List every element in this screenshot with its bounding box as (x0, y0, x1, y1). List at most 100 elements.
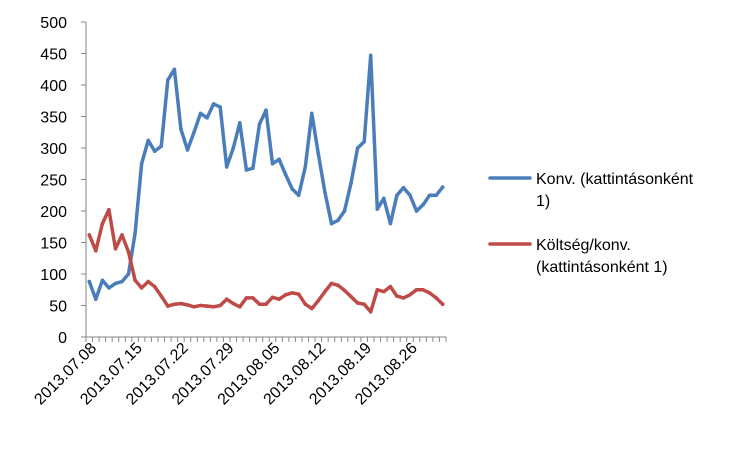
data-point (126, 250, 131, 254)
data-point (244, 168, 249, 172)
data-point (355, 146, 360, 150)
data-point (388, 284, 393, 289)
data-point (198, 111, 203, 116)
y-tick-label: 350 (40, 110, 67, 127)
data-point (231, 146, 236, 150)
data-point (159, 144, 164, 148)
y-tick-label: 100 (40, 267, 67, 284)
data-point (257, 122, 262, 126)
data-point (336, 218, 340, 223)
data-point (159, 294, 164, 298)
data-point (440, 302, 445, 307)
y-tick-label: 0 (58, 330, 67, 347)
data-point (290, 291, 295, 295)
data-point (166, 304, 170, 308)
data-point (87, 279, 92, 284)
data-point (277, 297, 281, 302)
data-point (179, 127, 183, 131)
data-point (395, 193, 399, 198)
data-point (316, 298, 321, 303)
data-point (440, 185, 445, 189)
data-point (277, 157, 281, 162)
data-point (290, 187, 295, 191)
y-tick-label: 150 (40, 236, 67, 253)
data-point (205, 304, 209, 308)
y-tick-label: 300 (40, 141, 67, 158)
legend-label-1: Konv. (kattintásonként 1) (536, 171, 694, 210)
data-point (251, 166, 255, 170)
data-point (414, 209, 419, 213)
data-point (211, 102, 216, 106)
data-point (244, 296, 249, 300)
data-point (427, 193, 432, 198)
data-point (100, 221, 105, 226)
data-point (218, 105, 222, 109)
data-point (303, 302, 308, 307)
data-point (310, 306, 314, 311)
data-point (152, 284, 157, 289)
data-point (231, 301, 236, 306)
data-point (270, 295, 275, 300)
data-point (316, 152, 321, 157)
data-point (401, 185, 406, 190)
data-point (146, 138, 150, 143)
data-point (224, 297, 229, 302)
data-point (434, 193, 439, 198)
data-point (408, 193, 412, 198)
data-point (264, 302, 268, 307)
y-tick-label: 400 (40, 78, 67, 95)
data-point (382, 289, 386, 294)
data-point (113, 281, 118, 286)
y-tick-label: 500 (40, 15, 67, 32)
y-tick-label: 50 (49, 299, 67, 316)
data-point (87, 233, 92, 237)
data-point (139, 162, 144, 166)
data-point (94, 248, 98, 253)
data-point (434, 296, 439, 300)
data-point (368, 310, 373, 314)
data-point (205, 116, 209, 120)
data-point (414, 288, 419, 292)
data-point (107, 286, 111, 290)
data-point (296, 292, 301, 297)
data-point (329, 221, 334, 226)
data-point (296, 193, 301, 198)
data-point (139, 286, 144, 290)
data-point (421, 202, 425, 207)
data-point (172, 67, 177, 72)
data-point (388, 221, 393, 226)
data-point (166, 78, 170, 82)
data-point (349, 294, 353, 299)
data-point (375, 288, 380, 292)
data-point (395, 294, 399, 298)
data-point (257, 302, 262, 307)
data-point (421, 288, 425, 292)
data-point (126, 272, 131, 276)
data-point (401, 296, 406, 300)
data-point (185, 148, 190, 152)
data-point (408, 293, 412, 297)
data-point (120, 233, 124, 237)
data-point (427, 291, 432, 295)
y-tick-label: 250 (40, 173, 67, 190)
data-point (238, 121, 242, 125)
data-point (303, 165, 308, 169)
data-point (355, 301, 360, 305)
data-point (211, 305, 216, 309)
data-point (192, 305, 196, 309)
data-point (152, 149, 157, 153)
data-point (179, 301, 183, 306)
data-point (382, 196, 386, 201)
y-tick-label: 450 (40, 47, 67, 64)
data-point (329, 281, 334, 286)
data-point (323, 190, 327, 194)
data-point (251, 296, 255, 300)
data-point (192, 130, 196, 135)
data-point (100, 278, 105, 283)
data-point (349, 180, 353, 185)
data-point (323, 289, 327, 294)
data-point (270, 162, 275, 166)
data-point (283, 293, 288, 297)
